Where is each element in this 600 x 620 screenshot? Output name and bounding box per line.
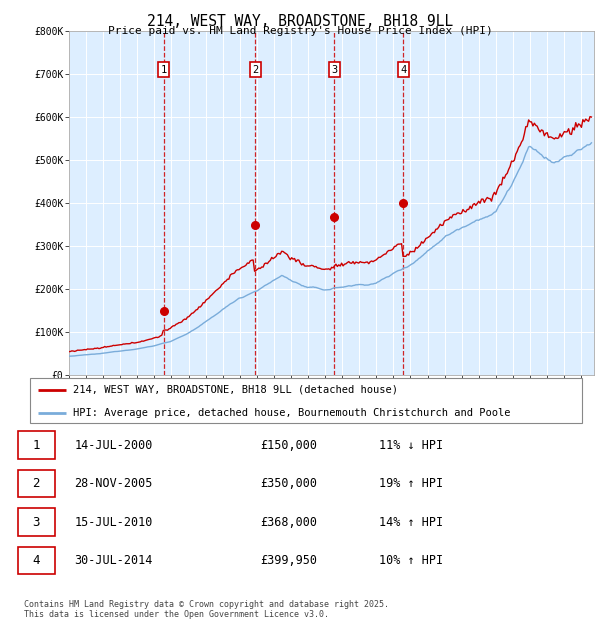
Text: 14% ↑ HPI: 14% ↑ HPI [379, 516, 443, 528]
Text: 2: 2 [252, 64, 259, 75]
Text: £399,950: £399,950 [260, 554, 317, 567]
Text: Price paid vs. HM Land Registry's House Price Index (HPI): Price paid vs. HM Land Registry's House … [107, 26, 493, 36]
Text: 11% ↓ HPI: 11% ↓ HPI [379, 439, 443, 451]
Text: 3: 3 [32, 516, 40, 528]
Text: 3: 3 [331, 64, 337, 75]
Text: 30-JUL-2014: 30-JUL-2014 [74, 554, 153, 567]
Text: 19% ↑ HPI: 19% ↑ HPI [379, 477, 443, 490]
FancyBboxPatch shape [18, 547, 55, 574]
FancyBboxPatch shape [30, 378, 582, 423]
Text: 214, WEST WAY, BROADSTONE, BH18 9LL (detached house): 214, WEST WAY, BROADSTONE, BH18 9LL (det… [73, 385, 398, 395]
FancyBboxPatch shape [18, 470, 55, 497]
Text: 28-NOV-2005: 28-NOV-2005 [74, 477, 153, 490]
Text: 10% ↑ HPI: 10% ↑ HPI [379, 554, 443, 567]
Text: Contains HM Land Registry data © Crown copyright and database right 2025.
This d: Contains HM Land Registry data © Crown c… [24, 600, 389, 619]
Text: 15-JUL-2010: 15-JUL-2010 [74, 516, 153, 528]
Text: 214, WEST WAY, BROADSTONE, BH18 9LL: 214, WEST WAY, BROADSTONE, BH18 9LL [147, 14, 453, 29]
Text: 4: 4 [32, 554, 40, 567]
Text: 4: 4 [400, 64, 406, 75]
Text: £368,000: £368,000 [260, 516, 317, 528]
Text: £350,000: £350,000 [260, 477, 317, 490]
FancyBboxPatch shape [18, 508, 55, 536]
FancyBboxPatch shape [18, 432, 55, 459]
Text: 2: 2 [32, 477, 40, 490]
Text: HPI: Average price, detached house, Bournemouth Christchurch and Poole: HPI: Average price, detached house, Bour… [73, 408, 511, 418]
Text: 1: 1 [32, 439, 40, 451]
Text: £150,000: £150,000 [260, 439, 317, 451]
Text: 1: 1 [160, 64, 167, 75]
Text: 14-JUL-2000: 14-JUL-2000 [74, 439, 153, 451]
